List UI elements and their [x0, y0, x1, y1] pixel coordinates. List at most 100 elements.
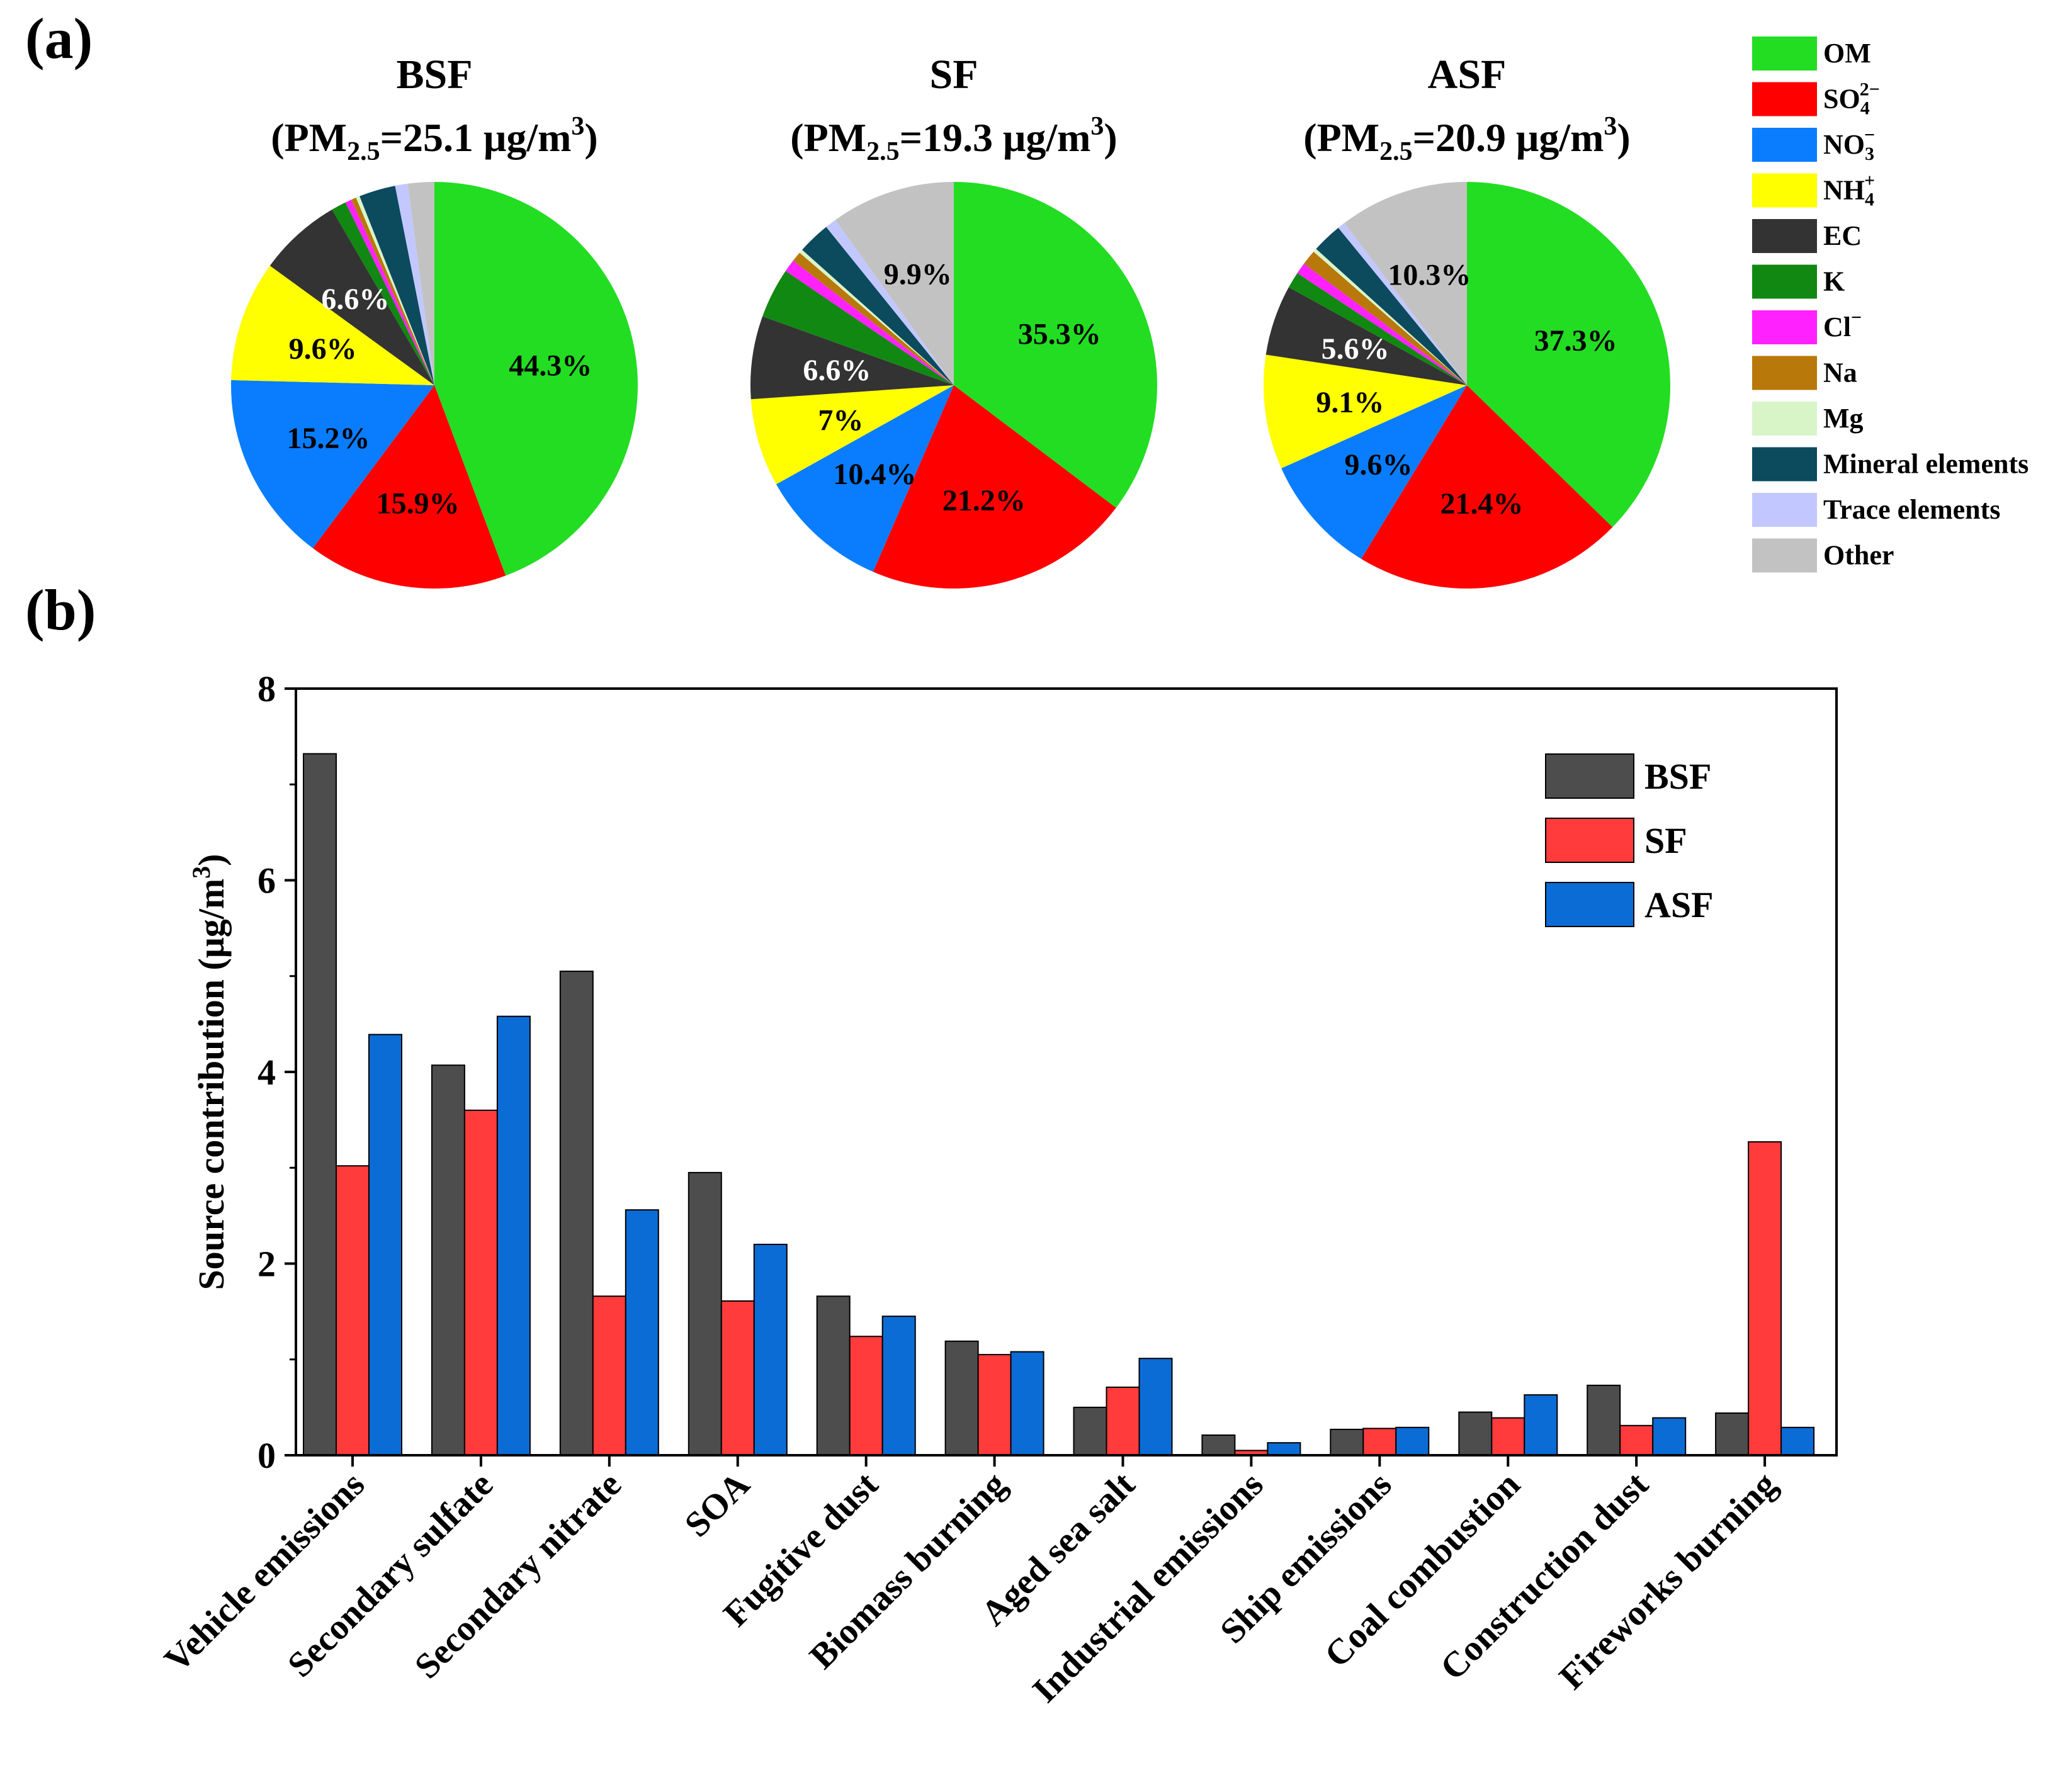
legend-label: Na: [1823, 358, 1857, 388]
bar-asf-soa: [753, 1244, 788, 1456]
bar-bsf-soa: [688, 1171, 722, 1457]
legend-label: NH4+: [1823, 171, 1875, 210]
legend-label: Other: [1823, 540, 1894, 571]
bar-asf-construction-dust: [1652, 1417, 1687, 1457]
bar-sf-construction-dust: [1619, 1424, 1654, 1457]
bar-bsf-ship-emissions: [1330, 1428, 1364, 1456]
legend-swatch: [1752, 402, 1817, 436]
bar-legend-label: BSF: [1644, 756, 1711, 797]
bar-bsf-fugitive-dust: [816, 1295, 851, 1457]
pie-slice-mineral-elements: [359, 186, 434, 385]
legend-label: EC: [1823, 220, 1862, 251]
y-axis-label: Source contribution (μg/m3): [187, 854, 232, 1290]
pie-subtitle: (PM2.5=19.3 μg/m3): [790, 112, 1117, 166]
pie-slice-other: [407, 182, 434, 385]
legend-swatch: [1752, 447, 1817, 482]
bar-legend-label: SF: [1644, 820, 1687, 861]
bar-asf-secondary-sulfate: [496, 1015, 531, 1456]
pie-data-label: 15.2%: [287, 422, 370, 455]
pie-slice-mg: [356, 196, 434, 385]
pie-slice-trace-elements: [395, 183, 434, 385]
bar-bsf-biomass-burning: [944, 1340, 979, 1457]
pie-data-label: 10.3%: [1388, 258, 1471, 291]
pie-slice-cl: [1297, 263, 1467, 385]
pie-slice-ec: [1265, 287, 1467, 385]
bar-sf-vehicle-emissions: [336, 1165, 370, 1456]
pie-slice-mineral-elements: [1316, 227, 1467, 385]
pie-slice-trace-elements: [1338, 223, 1467, 385]
pie-slice-nh4: [750, 385, 954, 485]
pie-title: ASF: [1428, 52, 1507, 98]
legend-item-so42: SO42−: [1752, 79, 1880, 119]
legend-item-no3: NO3−: [1752, 125, 1875, 164]
pie-data-label: 9.9%: [884, 258, 952, 291]
y-tick-label: 8: [258, 668, 276, 709]
pie-data-label: 6.6%: [803, 354, 871, 387]
y-tick-label: 0: [258, 1435, 276, 1476]
pie-slice-cl: [345, 200, 434, 385]
bar-legend-item-bsf: BSF: [1545, 753, 1711, 799]
pie-slice-trace-elements: [826, 220, 954, 385]
x-tick-label-fireworks-burning: Fireworks burning: [1552, 1465, 1785, 1698]
bar-sf-secondary-nitrate: [592, 1295, 626, 1457]
panel-label-a: (a): [25, 6, 93, 70]
legend-item-other: Other: [1752, 538, 1894, 573]
pie-slice-no3: [230, 380, 434, 548]
bar-asf-industrial-emissions: [1267, 1442, 1301, 1456]
pie-data-label: 15.9%: [376, 487, 460, 521]
pie-data-label: 7%: [818, 403, 863, 437]
bar-asf-ship-emissions: [1395, 1426, 1430, 1457]
y-tick-label: 2: [258, 1244, 276, 1285]
bar-asf-vehicle-emissions: [368, 1034, 402, 1456]
pie-slice-mg: [1313, 249, 1467, 385]
bar-sf-biomass-burning: [977, 1354, 1012, 1457]
legend-swatch: [1752, 538, 1817, 573]
legend-swatch: [1752, 173, 1817, 208]
bar-legend-label: ASF: [1644, 884, 1714, 925]
pie-subtitle: (PM2.5=25.1 μg/m3): [271, 112, 597, 166]
bar-sf-aged-sea-salt: [1106, 1386, 1140, 1456]
bar-legend: BSF SF ASF: [1545, 753, 1714, 927]
pie-slice-om: [1467, 182, 1671, 527]
pie-slice-om: [954, 182, 1158, 508]
pie-slice-nh4: [231, 266, 434, 385]
bar-sf-soa: [720, 1300, 755, 1456]
bar-sf-fugitive-dust: [849, 1336, 883, 1456]
legend-item-cl: Cl−: [1752, 307, 1862, 344]
bar-bsf-fireworks-burning: [1715, 1412, 1750, 1456]
y-tick-label: 6: [258, 860, 276, 901]
bar-bsf-aged-sea-salt: [1073, 1406, 1107, 1456]
pie-slice-na: [793, 252, 954, 385]
legend-item-nh4: NH4+: [1752, 171, 1875, 210]
pie-slice-so42: [1361, 385, 1613, 589]
legend-item-na: Na: [1752, 356, 1857, 390]
bar-asf-secondary-nitrate: [625, 1209, 659, 1456]
legend-swatch: [1752, 128, 1817, 162]
bar-legend-swatch: [1545, 818, 1634, 863]
legend-label: Mineral elements: [1823, 449, 2029, 480]
legend-swatch: [1752, 310, 1817, 344]
legend-label: Cl−: [1823, 307, 1862, 342]
y-tick-label: 4: [258, 1052, 276, 1093]
pie-slice-k: [1288, 273, 1467, 385]
legend-item-mineral-elements: Mineral elements: [1752, 447, 2029, 482]
legend-swatch: [1752, 264, 1817, 299]
bar-bsf-vehicle-emissions: [303, 753, 337, 1456]
bar-sf-coal-combustion: [1491, 1417, 1525, 1457]
pie-slice-ec: [269, 209, 434, 385]
pie-subtitle: (PM2.5=20.9 μg/m3): [1303, 112, 1630, 166]
bar-asf-coal-combustion: [1524, 1394, 1558, 1457]
bar-bsf-secondary-sulfate: [431, 1064, 465, 1457]
bar-sf-fireworks-burning: [1748, 1141, 1782, 1456]
pie-slice-other: [835, 182, 954, 385]
pie-slice-no3: [1281, 385, 1467, 559]
bar-asf-biomass-burning: [1010, 1351, 1044, 1457]
x-tick-label-industrial-emissions: Industrial emissions: [1025, 1465, 1271, 1711]
legend-label: NO3−: [1823, 125, 1875, 164]
bar-legend-swatch: [1545, 882, 1634, 927]
pie-data-label: 9.1%: [1316, 386, 1384, 419]
pie-charts: BSF (PM2.5=25.1 μg/m3) 44.3% 15.9%15.2% 9.6%…: [230, 52, 1671, 589]
bar-bsf-coal-combustion: [1458, 1411, 1493, 1456]
panel-label-b: (b): [25, 578, 96, 642]
